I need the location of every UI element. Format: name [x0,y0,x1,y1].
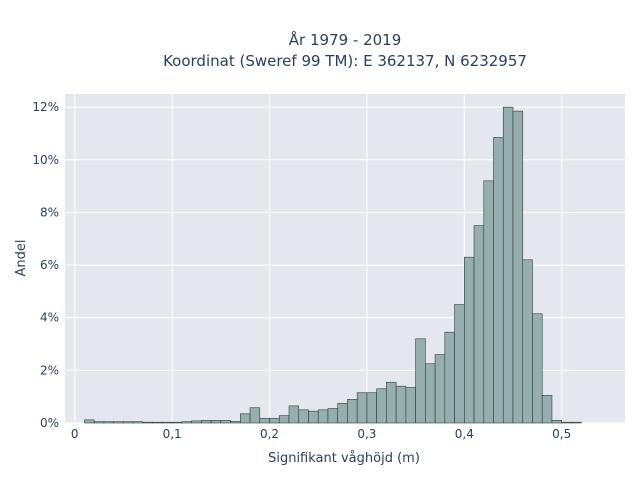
histogram-bar [366,392,377,424]
y-tick-labels: 0% 2% 4% 6% 8% 10% 12% [32,100,59,430]
chart-title-line1: År 1979 - 2019 [289,30,402,49]
histogram-bar [93,421,105,424]
y-tick-label: 2% [40,363,59,377]
histogram-bar [191,420,202,424]
x-tick-label: 0,1 [163,427,182,441]
histogram-bar [405,387,416,424]
histogram-bar [152,421,163,424]
histogram-bar [356,392,368,424]
histogram-bar [317,409,329,424]
x-tick-label: 0,2 [260,427,279,441]
y-tick-label: 10% [32,153,59,167]
y-tick-label: 6% [40,258,59,272]
histogram-bar [162,421,173,424]
histogram-bar [532,313,543,424]
histogram-bar [288,405,300,424]
x-tick-label: 0 [71,427,79,441]
histogram-bar [502,106,514,424]
histogram-bar [425,363,436,424]
histogram-bar [269,417,280,424]
x-tick-label: 0,3 [357,427,376,441]
histogram-bar [210,420,222,424]
histogram-bar [171,421,183,424]
histogram-bar [220,420,231,424]
histogram-bar [551,420,562,424]
histogram-bar [298,409,309,424]
histogram-bar [444,331,455,424]
histogram-bar [434,354,446,424]
histogram-bar [395,385,407,424]
y-tick-label: 8% [40,205,59,219]
histogram-bar [522,259,533,424]
histogram-bar [249,407,261,424]
histogram-bar [308,410,319,424]
x-tick-label: 0,4 [455,427,474,441]
histogram-bar [493,137,504,424]
histogram-bar [84,419,95,424]
y-tick-label: 4% [40,311,59,325]
histogram-bar [240,413,251,424]
bars [84,106,582,424]
histogram-bar [541,395,553,424]
histogram-bar [201,420,212,424]
y-axis-title: Andel [14,240,29,277]
histogram-bar [386,381,397,424]
y-tick-label: 12% [32,100,59,114]
histogram-bar [561,421,572,424]
histogram-bar [259,417,270,424]
histogram-bar [113,421,124,424]
x-tick-labels: 0 0,1 0,2 0,3 0,4 0,5 [71,427,571,441]
histogram-bar [464,256,475,424]
y-tick-label: 0% [40,416,59,430]
histogram-bar [337,402,348,424]
histogram-bar [415,338,426,424]
histogram-bar [327,408,338,424]
histogram-bar [571,421,582,424]
histogram-bar [230,421,241,424]
chart-title-line2: Koordinat (Sweref 99 TM): E 362137, N 62… [163,52,527,70]
histogram-bar [483,180,494,424]
x-axis-title: Signifikant våghöjd (m) [268,451,420,466]
histogram-bar [123,421,134,424]
histogram-bar [376,388,387,424]
histogram-bar [473,225,485,424]
histogram-bar [278,415,290,424]
histogram-bar [347,399,358,424]
histogram-bar [181,421,192,424]
x-tick-label: 0,5 [552,427,571,441]
histogram-bar [132,421,144,424]
histogram-bar [454,304,465,424]
histogram-bar [512,110,524,424]
histogram-bar [103,421,114,424]
histogram-bar [142,421,153,424]
